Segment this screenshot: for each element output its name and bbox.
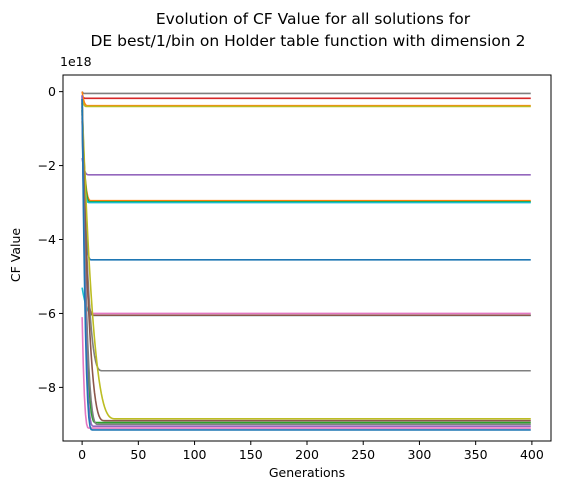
plot-frame [62, 74, 552, 442]
y-tick-label: −4 [38, 232, 56, 247]
x-tick-label: 100 [183, 447, 207, 462]
series-line-7 [81, 102, 531, 203]
series-line-17 [81, 117, 531, 426]
series-line-8 [81, 110, 531, 204]
series-line-20 [81, 99, 531, 431]
series-line-12 [81, 99, 531, 317]
series-line-19 [81, 317, 531, 429]
x-tick-label: 150 [239, 447, 263, 462]
series-line-11 [81, 287, 531, 317]
x-tick-label: 250 [351, 447, 375, 462]
y-tick-label: 0 [48, 84, 56, 99]
series-line-10 [81, 106, 531, 315]
chart-title-line-2: DE best/1/bin on Holder table function w… [90, 32, 525, 50]
y-axis-ticks: 0 −2 −4 −6 −8 [38, 84, 63, 395]
y-tick-label: −8 [38, 380, 56, 395]
x-tick-label: 50 [130, 447, 146, 462]
series-line-6 [81, 121, 531, 202]
series-line-15 [81, 110, 531, 422]
series-line-9 [81, 95, 531, 261]
series-line-16 [81, 106, 531, 424]
series-line-5 [81, 158, 531, 176]
series-line-18 [81, 95, 531, 428]
y-tick-label: −6 [38, 306, 56, 321]
x-axis-ticks: 0 50 100 150 200 250 300 350 400 [78, 441, 544, 462]
series-line-13 [81, 113, 531, 372]
x-tick-label: 400 [520, 447, 544, 462]
x-tick-label: 300 [408, 447, 432, 462]
y-tick-label: −2 [38, 158, 56, 173]
x-tick-label: 0 [78, 447, 86, 462]
chart-title-line-1: Evolution of CF Value for all solutions … [156, 10, 471, 28]
x-tick-label: 350 [464, 447, 488, 462]
series-line-1 [81, 91, 531, 95]
y-axis-label: CF Value [8, 228, 23, 283]
series-line-14 [81, 102, 531, 420]
series-line-4 [81, 98, 531, 108]
x-axis-label: Generations [269, 465, 345, 480]
x-tick-label: 200 [295, 447, 319, 462]
series-line-2 [81, 94, 531, 100]
chart-title: Evolution of CF Value for all solutions … [90, 10, 525, 50]
y-axis-offset-label: 1e18 [60, 54, 92, 69]
series-lines [81, 91, 531, 431]
